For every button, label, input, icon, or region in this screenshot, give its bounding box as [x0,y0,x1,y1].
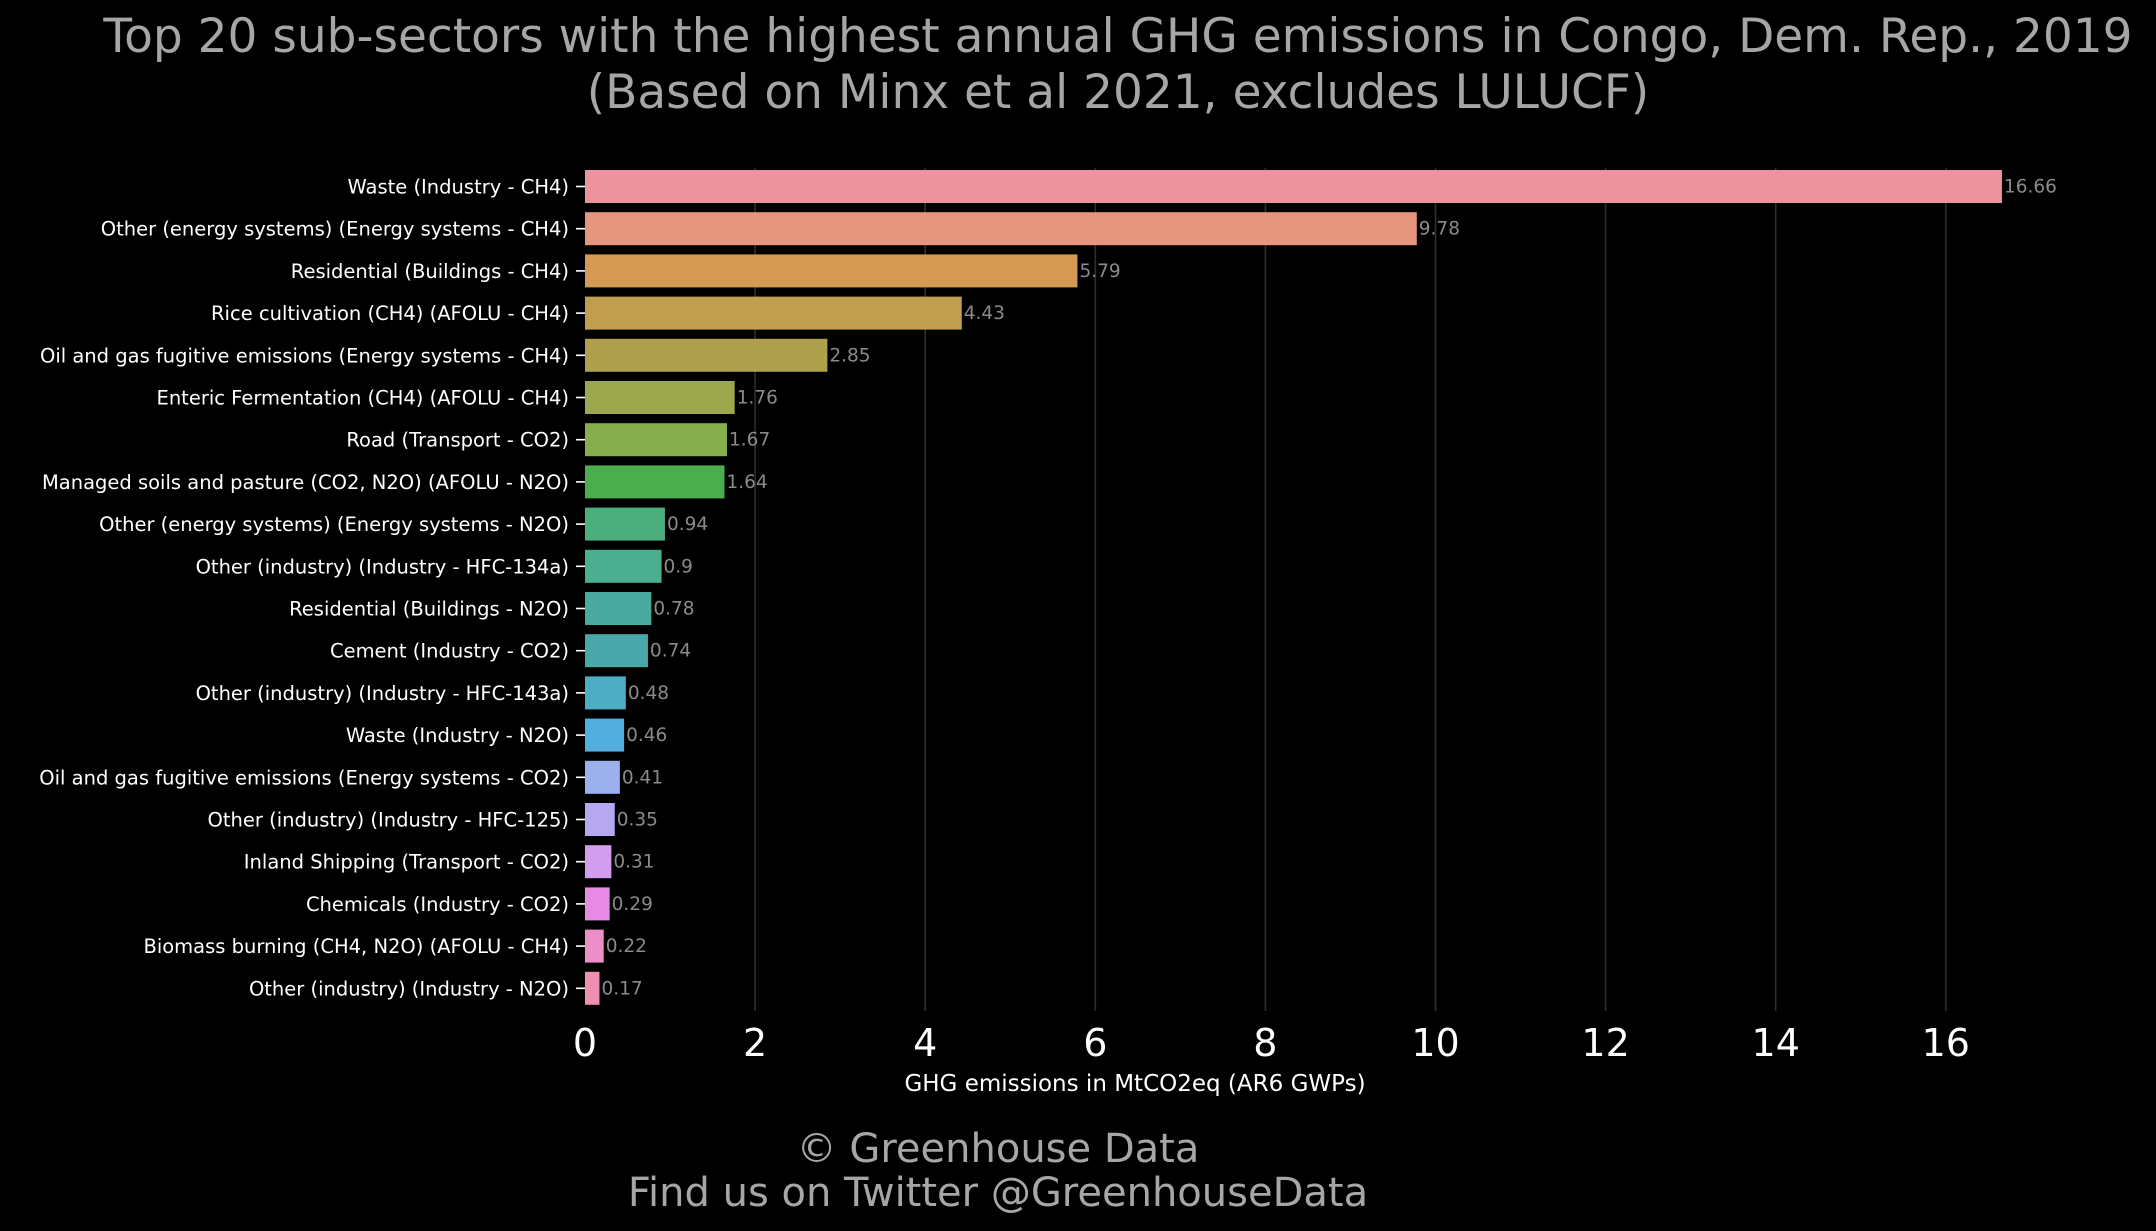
value-label: 0.35 [617,810,658,831]
x-tick-label: 6 [1083,1021,1107,1065]
bar [585,760,620,794]
bar [585,338,828,372]
x-axis-label: GHG emissions in MtCO2eq (AR6 GWPs) [904,1071,1365,1097]
bar [585,170,2002,203]
value-label: 0.74 [650,641,691,662]
bar [585,465,725,499]
bar [585,803,615,836]
bar [585,676,626,710]
category-label: Biomass burning (CH4, N2O) (AFOLU - CH4) [143,935,569,958]
x-axis-ticks: 0 2 4 6 8 10 12 14 16 [573,1021,1970,1065]
category-labels: Waste (Industry - CH4) Other (energy syst… [39,176,585,1000]
value-label: 0.9 [664,556,693,577]
value-label: 1.76 [737,388,778,409]
x-tick-label: 4 [913,1021,937,1065]
bar [585,296,962,330]
footer-twitter: Find us on Twitter @GreenhouseData [628,1170,1368,1216]
category-label: Other (energy systems) (Energy systems -… [99,513,569,536]
category-label: Other (industry) (Industry - HFC-125) [208,809,569,832]
chart-title-line-1: Top 20 sub-sectors with the highest annu… [102,9,2132,64]
bar [585,845,612,879]
value-label: 0.78 [653,599,694,620]
chart-title-line-2: (Based on Minx et al 2021, excludes LULU… [587,65,1649,120]
category-label: Cement (Industry - CO2) [330,640,569,663]
x-tick-label: 12 [1581,1021,1629,1065]
value-label: 0.17 [601,978,642,999]
value-label: 5.79 [1079,261,1120,282]
value-label: 0.48 [628,683,669,704]
value-label: 1.67 [729,430,770,451]
bar [585,423,728,457]
bar [585,887,610,921]
category-label: Enteric Fermentation (CH4) (AFOLU - CH4) [157,387,570,410]
category-label: Residential (Buildings - CH4) [291,260,569,283]
category-label: Waste (Industry - CH4) [347,176,569,199]
category-label: Rice cultivation (CH4) (AFOLU - CH4) [211,302,569,325]
value-label: 4.43 [964,303,1005,324]
x-tick-label: 8 [1253,1021,1277,1065]
value-label: 0.22 [606,936,647,957]
category-label: Chemicals (Industry - CO2) [306,893,569,916]
bar [585,212,1417,246]
bars [585,170,2002,1005]
bar [585,507,665,541]
category-label: Oil and gas fugitive emissions (Energy s… [40,344,569,367]
value-label: 9.78 [1419,219,1460,240]
bar [585,718,625,752]
value-label: 0.31 [613,852,654,873]
bar [585,254,1078,288]
bar [585,549,662,583]
category-label: Other (industry) (Industry - HFC-134a) [196,555,569,578]
value-labels: 16.66 9.78 5.79 4.43 2.85 1.76 1.67 1.64 0.94 0.9… [601,177,2056,1000]
bar [585,929,604,963]
value-label: 0.41 [622,767,663,788]
category-label: Managed soils and pasture (CO2, N2O) (AF… [42,471,569,494]
category-label: Other (energy systems) (Energy systems -… [101,218,569,241]
value-label: 0.94 [667,514,708,535]
bar [585,381,735,414]
x-tick-label: 0 [573,1021,597,1065]
category-label: Other (industry) (Industry - HFC-143a) [196,682,569,705]
x-tick-label: 16 [1922,1021,1970,1065]
value-label: 2.85 [829,345,870,366]
value-label: 0.29 [612,894,653,915]
category-label: Road (Transport - CO2) [346,429,569,452]
x-tick-label: 14 [1752,1021,1800,1065]
x-tick-label: 10 [1411,1021,1459,1065]
category-label: Inland Shipping (Transport - CO2) [244,851,569,874]
category-label: Oil and gas fugitive emissions (Energy s… [39,766,569,789]
category-label: Residential (Buildings - N2O) [289,598,569,621]
value-label: 1.64 [726,472,767,493]
category-label: Waste (Industry - N2O) [346,724,569,747]
category-label: Other (industry) (Industry - N2O) [249,977,569,1000]
value-label: 0.46 [626,725,667,746]
bar [585,971,600,1005]
bar [585,634,648,668]
footer-copyright: © Greenhouse Data [797,1126,1200,1172]
x-tick-label: 2 [743,1021,767,1065]
bar [585,592,652,625]
value-label: 16.66 [2004,177,2057,198]
